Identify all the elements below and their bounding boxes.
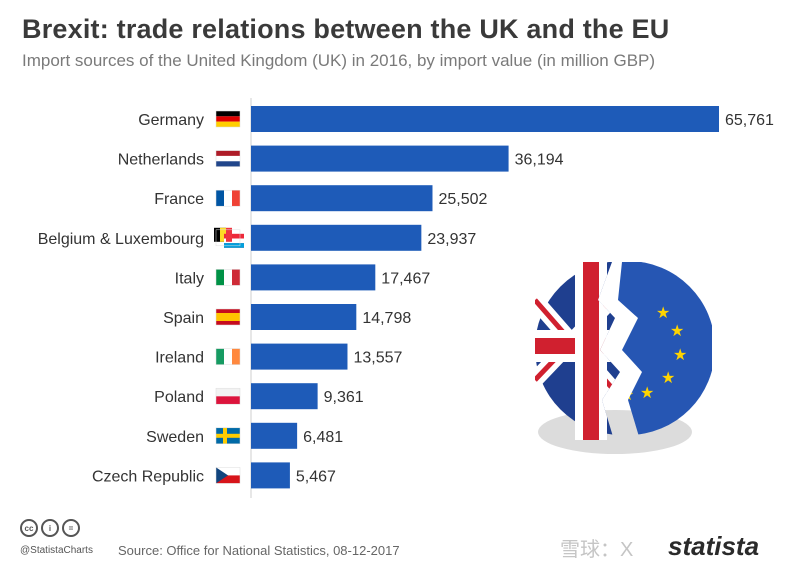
statista-handle: @StatistaCharts (20, 545, 93, 556)
attribution-icon: i (41, 519, 59, 537)
france-flag-icon (215, 189, 241, 207)
category-label: Poland (154, 389, 204, 406)
value-label: 6,481 (303, 429, 343, 446)
category-label: Ireland (155, 350, 204, 367)
bar (251, 264, 376, 291)
svg-text:★: ★ (620, 385, 634, 404)
chart-subtitle: Import sources of the United Kingdom (UK… (22, 51, 656, 70)
value-label: 36,194 (515, 152, 564, 169)
category-label: Czech Republic (92, 468, 204, 485)
netherlands-flag-icon (215, 150, 241, 167)
svg-text:★: ★ (656, 303, 670, 322)
svg-text:★: ★ (673, 345, 687, 364)
spain-flag-icon (215, 308, 241, 326)
bar (251, 185, 433, 212)
value-label: 25,502 (438, 191, 487, 208)
poland-flag-icon (215, 387, 241, 405)
value-label: 65,761 (725, 112, 774, 129)
bars-layer: 65,761 Germany 36,194 Netherlands 25,502 Fran… (38, 98, 774, 498)
svg-text:★: ★ (640, 383, 654, 402)
value-label: 14,798 (362, 310, 411, 327)
watermark-text: 雪球：X (560, 539, 634, 561)
category-label: Italy (175, 270, 204, 287)
value-label: 5,467 (296, 468, 336, 485)
bar (251, 343, 348, 370)
category-label: Spain (163, 310, 204, 327)
sweden-flag-icon (215, 427, 241, 445)
germany-flag-icon (215, 110, 241, 128)
cc-icon: cc (20, 519, 38, 537)
bar (251, 462, 290, 489)
category-label: Germany (138, 112, 204, 129)
category-label: France (154, 191, 204, 208)
ireland-flag-icon (215, 348, 241, 365)
belgium-luxembourg-flag-icon (214, 227, 244, 248)
broken-flag-illustration: ★ ★ ★ ★ ★ ★ (535, 262, 712, 454)
value-label: 17,467 (381, 270, 430, 287)
bar (251, 422, 298, 449)
license-icons: cc i = (20, 519, 80, 537)
bar (251, 106, 719, 132)
bar (251, 145, 509, 172)
svg-text:★: ★ (670, 321, 684, 340)
value-label: 9,361 (324, 389, 364, 406)
bar (251, 383, 318, 410)
statista-logo: statista (668, 531, 760, 561)
value-label: 13,557 (353, 350, 402, 367)
source-note: Source: Office for National Statistics, … (118, 543, 400, 558)
bar (251, 304, 357, 330)
italy-flag-icon (215, 269, 241, 286)
category-label: Sweden (146, 429, 204, 446)
no-derivatives-icon: = (62, 519, 80, 537)
value-label: 23,937 (427, 231, 476, 248)
category-label: Belgium & Luxembourg (38, 231, 204, 248)
svg-text:★: ★ (661, 368, 675, 387)
category-label: Netherlands (118, 152, 204, 169)
chart-title: Brexit: trade relations between the UK a… (22, 14, 670, 44)
bar (251, 224, 422, 251)
czech-flag-icon (215, 467, 241, 484)
